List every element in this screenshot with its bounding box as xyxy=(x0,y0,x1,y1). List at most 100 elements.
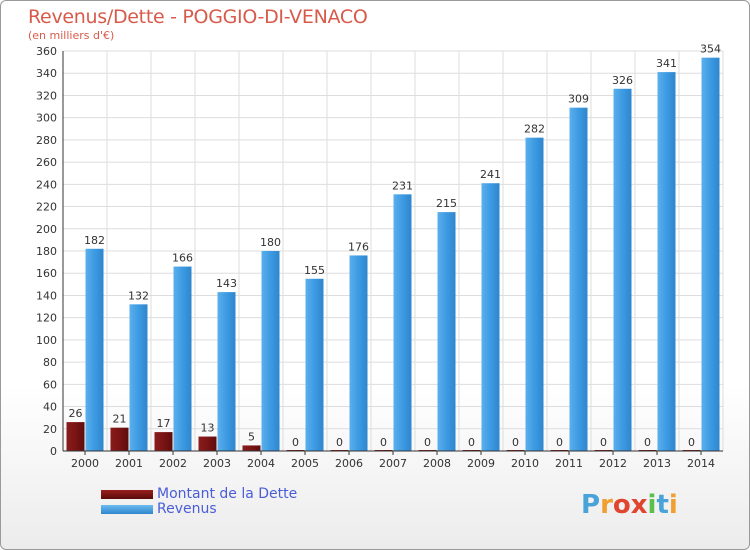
revenue-value-label: 341 xyxy=(656,57,677,70)
revenue-bar xyxy=(173,266,192,451)
revenue-bar xyxy=(349,255,368,451)
logo-letter: o xyxy=(612,490,631,520)
y-tick-label: 60 xyxy=(43,378,57,391)
revenue-bar xyxy=(261,251,280,451)
debt-value-label: 13 xyxy=(201,422,215,435)
proxiti-logo: Proxiti xyxy=(581,490,678,520)
logo-letter: r xyxy=(600,490,613,520)
debt-value-label: 0 xyxy=(644,436,651,449)
revenue-bar xyxy=(393,194,412,452)
revenue-bar xyxy=(657,72,676,451)
debt-value-label: 26 xyxy=(69,407,83,420)
y-tick-label: 80 xyxy=(43,356,57,369)
y-tick-label: 260 xyxy=(36,156,57,169)
y-tick-label: 300 xyxy=(36,112,57,125)
revenue-value-label: 143 xyxy=(216,277,237,290)
debt-bar xyxy=(154,432,173,451)
debt-value-label: 5 xyxy=(248,430,255,443)
revenue-value-label: 309 xyxy=(568,93,589,106)
revenue-bar xyxy=(129,304,148,451)
debt-value-label: 0 xyxy=(468,436,475,449)
legend-swatch-debt xyxy=(101,490,153,499)
revenue-value-label: 132 xyxy=(128,289,149,302)
debt-value-label: 0 xyxy=(336,436,343,449)
revenue-bar xyxy=(217,292,236,451)
y-tick-label: 0 xyxy=(50,445,57,458)
logo-letter: t xyxy=(656,490,669,520)
legend-label-revenue: Revenus xyxy=(157,501,217,517)
revenue-value-label: 155 xyxy=(304,264,325,277)
revenue-bar xyxy=(437,212,456,451)
x-tick-label: 2000 xyxy=(71,457,99,470)
debt-value-label: 0 xyxy=(380,436,387,449)
legend-swatch-revenue xyxy=(101,505,153,514)
debt-value-label: 0 xyxy=(600,436,607,449)
y-tick-label: 340 xyxy=(36,67,57,80)
y-tick-label: 40 xyxy=(43,401,57,414)
revenue-bar xyxy=(701,57,720,452)
y-tick-label: 280 xyxy=(36,134,57,147)
revenue-bar xyxy=(525,137,544,451)
debt-value-label: 17 xyxy=(157,417,171,430)
revenue-bar xyxy=(613,88,632,452)
debt-bar xyxy=(198,436,217,451)
x-tick-label: 2014 xyxy=(687,457,715,470)
debt-value-label: 0 xyxy=(292,436,299,449)
y-tick-label: 140 xyxy=(36,289,57,302)
revenue-value-label: 241 xyxy=(480,168,501,181)
x-tick-label: 2001 xyxy=(115,457,143,470)
revenue-value-label: 166 xyxy=(172,252,193,265)
debt-bar xyxy=(66,422,85,451)
revenue-value-label: 182 xyxy=(84,234,105,247)
y-tick-label: 120 xyxy=(36,312,57,325)
revenue-value-label: 231 xyxy=(392,179,413,192)
logo-letter: x xyxy=(630,490,648,520)
debt-value-label: 21 xyxy=(113,413,127,426)
x-tick-label: 2004 xyxy=(247,457,275,470)
y-tick-label: 200 xyxy=(36,223,57,236)
revenue-bar xyxy=(569,107,588,452)
y-tick-label: 160 xyxy=(36,267,57,280)
x-tick-label: 2009 xyxy=(467,457,495,470)
x-tick-label: 2002 xyxy=(159,457,187,470)
revenue-value-label: 180 xyxy=(260,236,281,249)
revenue-value-label: 176 xyxy=(348,240,369,253)
debt-value-label: 0 xyxy=(556,436,563,449)
y-tick-label: 220 xyxy=(36,201,57,214)
debt-value-label: 0 xyxy=(512,436,519,449)
debt-bar xyxy=(110,427,129,451)
debt-value-label: 0 xyxy=(424,436,431,449)
x-tick-label: 2007 xyxy=(379,457,407,470)
bars-layer: 26 182 21 132 17 166 13 143 5 180 0 155 0 176 0 231 0 215… xyxy=(66,43,721,452)
x-tick-label: 2006 xyxy=(335,457,363,470)
y-tick-label: 360 xyxy=(36,45,57,58)
legend-label-debt: Montant de la Dette xyxy=(157,486,298,502)
revenue-bar xyxy=(85,248,104,451)
x-tick-label: 2008 xyxy=(423,457,451,470)
x-tick-label: 2011 xyxy=(555,457,583,470)
revenue-value-label: 282 xyxy=(524,123,545,136)
y-tick-label: 240 xyxy=(36,178,57,191)
chart-subtitle: (en milliers d'€) xyxy=(28,29,115,42)
revenue-bar xyxy=(305,278,324,451)
x-tick-label: 2013 xyxy=(643,457,671,470)
y-tick-label: 20 xyxy=(43,423,57,436)
revenue-value-label: 326 xyxy=(612,74,633,87)
x-tick-label: 2012 xyxy=(599,457,627,470)
y-tick-label: 320 xyxy=(36,89,57,102)
revenue-value-label: 215 xyxy=(436,197,457,210)
x-tick-label: 2010 xyxy=(511,457,539,470)
x-tick-label: 2003 xyxy=(203,457,231,470)
revenue-value-label: 354 xyxy=(700,43,721,56)
chart-title: Revenus/Dette - POGGIO-DI-VENACO xyxy=(28,6,368,28)
debt-value-label: 0 xyxy=(688,436,695,449)
axis-layer: 0204060801001201401601802002202402602803… xyxy=(36,45,723,470)
logo-letter: P xyxy=(581,490,601,520)
logo-letter: i xyxy=(647,490,657,520)
y-tick-label: 100 xyxy=(36,334,57,347)
debt-bar xyxy=(242,445,261,451)
logo-letter: i xyxy=(668,490,678,520)
y-tick-label: 180 xyxy=(36,245,57,258)
